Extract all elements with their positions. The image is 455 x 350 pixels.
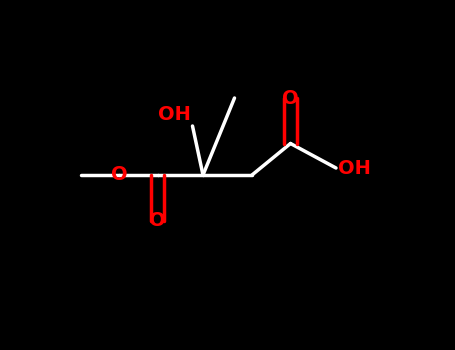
Text: O: O: [149, 211, 166, 230]
Text: O: O: [282, 89, 299, 107]
Text: O: O: [111, 166, 127, 184]
Text: OH: OH: [158, 105, 191, 124]
Text: OH: OH: [338, 159, 371, 177]
